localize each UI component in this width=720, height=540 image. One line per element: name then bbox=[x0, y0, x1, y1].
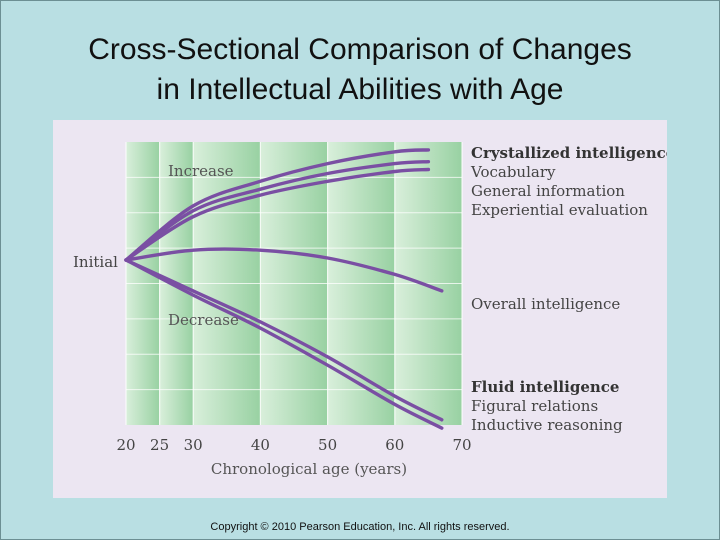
x-tick-40: 40 bbox=[251, 436, 270, 454]
title-line-1: Cross-Sectional Comparison of Changes bbox=[88, 33, 632, 66]
x-tick-70: 70 bbox=[452, 436, 471, 454]
legend-experiential-evaluation: Experiential evaluation bbox=[471, 201, 648, 219]
legend-fluid-title: Fluid intelligence bbox=[471, 378, 619, 396]
legend-figural-relations: Figural relations bbox=[471, 397, 598, 415]
x-tick-50: 50 bbox=[318, 436, 337, 454]
x-tick-20: 20 bbox=[116, 436, 135, 454]
series-line-experiential-evaluation bbox=[124, 167, 431, 262]
series-lines bbox=[124, 148, 444, 430]
x-tick-labels: 20 25 30 40 50 60 70 bbox=[116, 436, 471, 454]
chart-panel: Increase Decrease Initial 20 25 30 40 50 60 70… bbox=[53, 120, 675, 498]
legend-crystallized-title: Crystallized intelligence bbox=[471, 144, 667, 162]
region-label-increase: Increase bbox=[168, 162, 234, 180]
initial-label: Initial bbox=[73, 253, 118, 271]
region-label-decrease: Decrease bbox=[168, 311, 239, 329]
x-tick-30: 30 bbox=[184, 436, 203, 454]
legend-inductive-reasoning: Inductive reasoning bbox=[471, 416, 623, 434]
intellectual-abilities-chart: Increase Decrease Initial 20 25 30 40 50 60 70… bbox=[73, 142, 675, 478]
x-axis-label: Chronological age (years) bbox=[211, 460, 407, 478]
title-line-2: in Intellectual Abilities with Age bbox=[156, 73, 564, 106]
x-tick-25: 25 bbox=[150, 436, 169, 454]
copyright-notice: Copyright © 2010 Pearson Education, Inc.… bbox=[210, 521, 510, 533]
series-line-general-information bbox=[124, 160, 431, 262]
series-line-figural-relations bbox=[124, 258, 444, 422]
slide-title: Cross-Sectional Comparison of Changes in… bbox=[0, 30, 720, 110]
legend-overall-intelligence: Overall intelligence bbox=[471, 295, 620, 313]
series-line-inductive-reasoning bbox=[124, 258, 444, 430]
x-tick-60: 60 bbox=[385, 436, 404, 454]
series-line-vocabulary bbox=[124, 148, 431, 262]
legend-general-information: General information bbox=[471, 182, 625, 200]
legend-vocabulary: Vocabulary bbox=[470, 163, 556, 181]
series-line-overall-intelligence bbox=[124, 247, 444, 293]
grid-lines bbox=[125, 142, 463, 425]
